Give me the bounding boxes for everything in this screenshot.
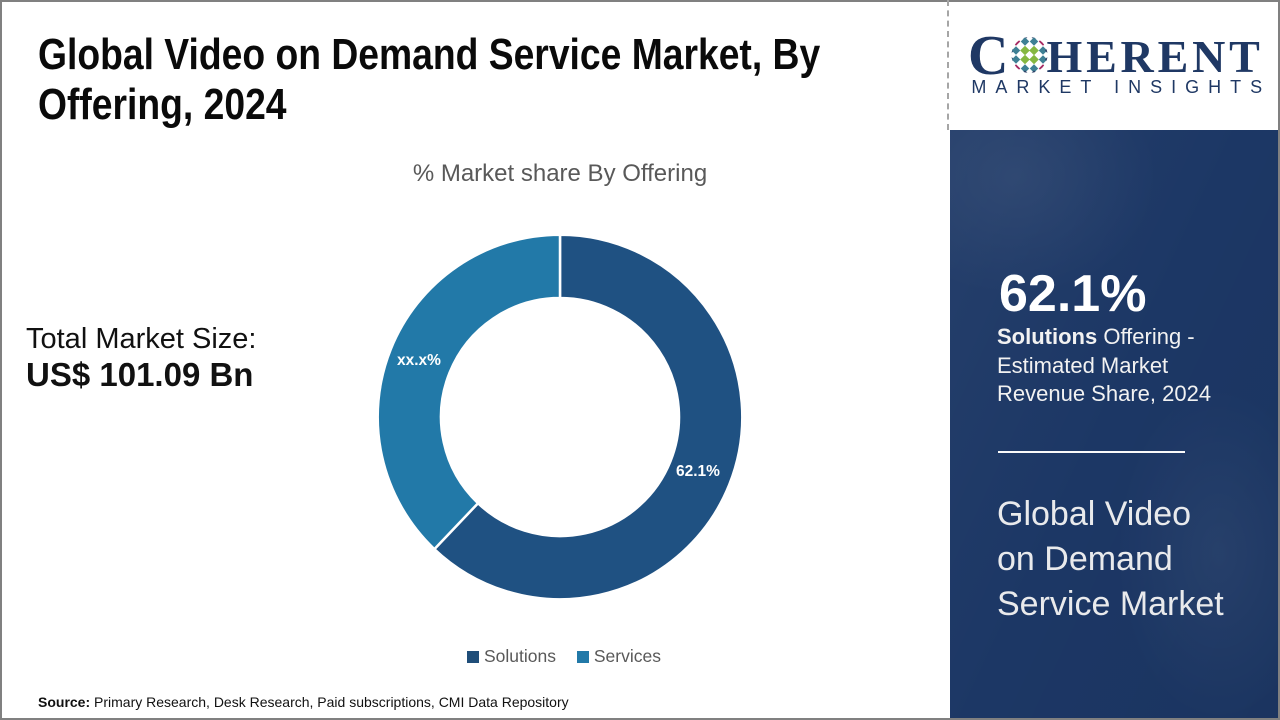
svg-text:MARKET INSIGHTS: MARKET INSIGHTS	[971, 77, 1268, 97]
svg-text:C: C	[968, 25, 1008, 87]
svg-text:HERENT: HERENT	[1047, 31, 1264, 82]
